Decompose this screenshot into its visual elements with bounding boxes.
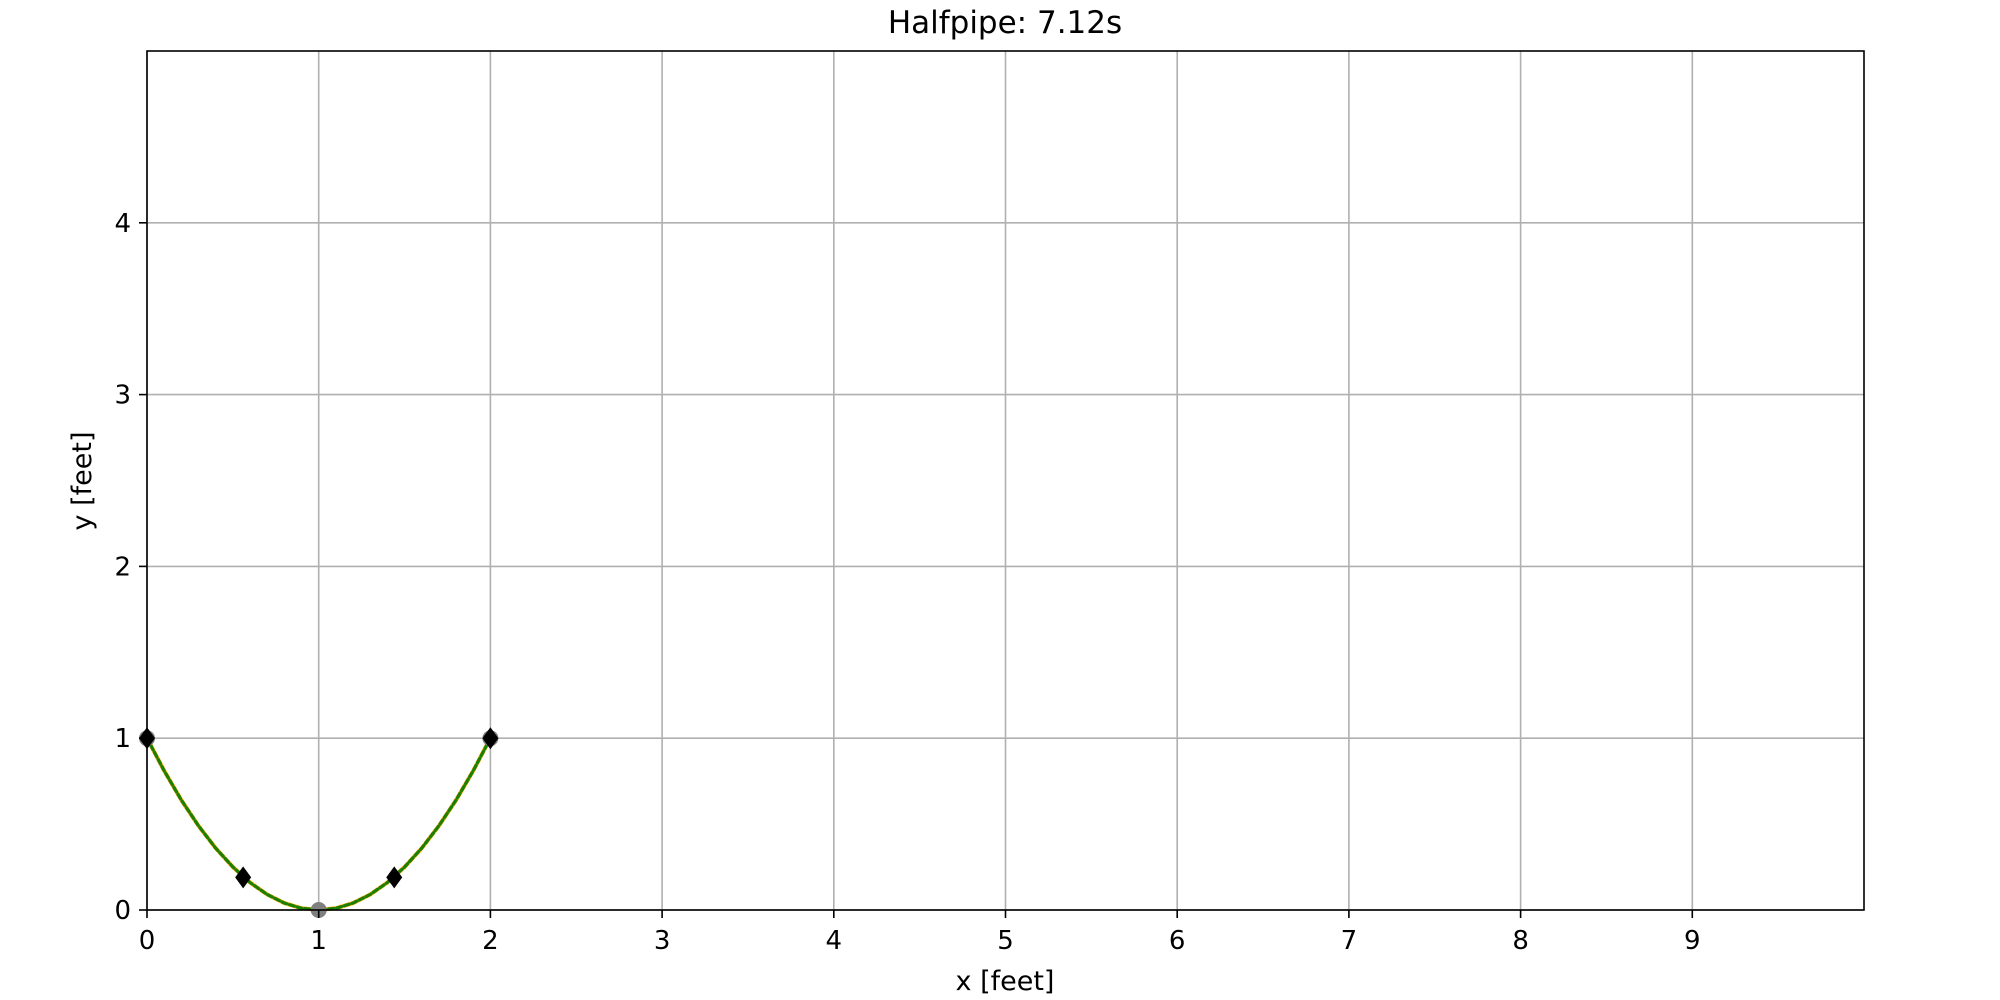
grid-lines (146, 51, 1864, 911)
x-tick-label: 5 (997, 926, 1014, 956)
x-axis-label: x [feet] (956, 966, 1055, 997)
markers (139, 727, 499, 918)
y-axis-ticks: 0 1 2 3 4 (114, 209, 147, 926)
y-tick-label: 1 (114, 724, 131, 754)
diamond-marker (386, 866, 403, 889)
diamond-marker (235, 866, 252, 889)
x-tick-label: 6 (1169, 926, 1186, 956)
x-tick-label: 2 (482, 926, 499, 956)
x-tick-label: 1 (310, 926, 327, 956)
x-tick-label: 8 (1512, 926, 1529, 956)
x-tick-label: 9 (1684, 926, 1701, 956)
y-tick-label: 0 (114, 896, 131, 926)
x-tick-label: 0 (139, 926, 156, 956)
y-tick-label: 4 (114, 209, 131, 239)
diamond-marker (482, 727, 499, 750)
x-tick-label: 3 (654, 926, 671, 956)
y-axis-label: y [feet] (67, 432, 98, 531)
y-tick-label: 2 (114, 552, 131, 582)
y-tick-label: 3 (114, 381, 131, 411)
x-axis-ticks: 0 1 2 3 4 5 6 7 8 9 (139, 910, 1701, 956)
x-tick-label: 4 (826, 926, 843, 956)
chart-title: Halfpipe: 7.12s (888, 5, 1122, 41)
x-tick-label: 7 (1341, 926, 1358, 956)
